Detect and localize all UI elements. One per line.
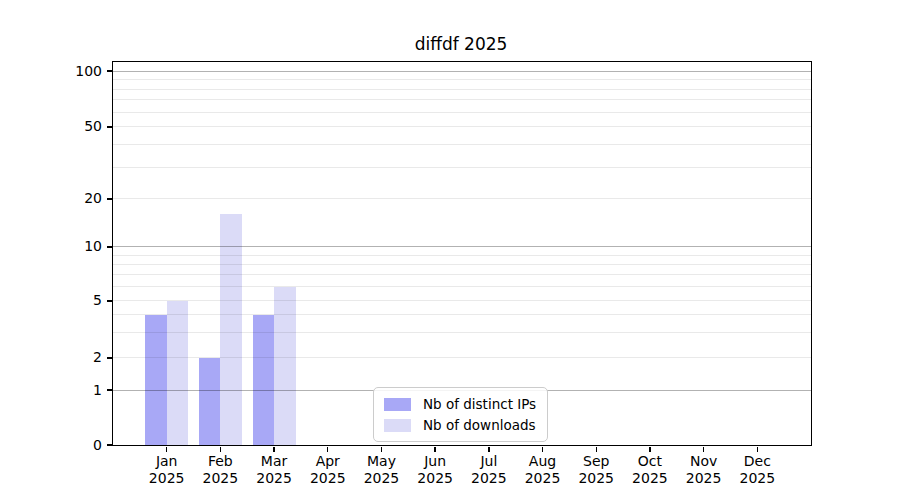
x-tick-jan xyxy=(166,447,167,452)
x-tick-jun xyxy=(434,447,435,452)
x-tick-may xyxy=(381,447,382,452)
legend-swatch-distinct-ips xyxy=(384,398,411,411)
y-tick-20 xyxy=(107,198,112,199)
x-tick-label-aug: Aug 2025 xyxy=(515,453,571,487)
y-tick-5 xyxy=(107,300,112,301)
x-tick-label-apr: Apr 2025 xyxy=(300,453,356,487)
x-tick-oct xyxy=(649,447,650,452)
x-tick-mar xyxy=(273,447,274,452)
y-tick-2 xyxy=(107,357,112,358)
x-tick-label-jun: Jun 2025 xyxy=(407,453,463,487)
x-tick-feb xyxy=(220,447,221,452)
x-tick-apr xyxy=(327,447,328,452)
x-tick-label-sep: Sep 2025 xyxy=(568,453,624,487)
y-tick-0 xyxy=(107,444,112,445)
y-tick-label-5: 5 xyxy=(44,292,102,309)
legend-entry-distinct-ips: Nb of distinct IPs xyxy=(384,396,536,412)
x-tick-sep xyxy=(596,447,597,452)
y-tick-label-2: 2 xyxy=(44,349,102,366)
y-tick-label-50: 50 xyxy=(44,118,102,135)
x-tick-label-jul: Jul 2025 xyxy=(461,453,517,487)
x-tick-label-dec: Dec 2025 xyxy=(729,453,785,487)
x-tick-label-may: May 2025 xyxy=(353,453,409,487)
legend-swatch-downloads xyxy=(384,419,411,432)
y-tick-label-0: 0 xyxy=(44,437,102,454)
x-tick-dec xyxy=(757,447,758,452)
x-tick-jul xyxy=(488,447,489,452)
legend: Nb of distinct IPs Nb of downloads xyxy=(373,387,548,442)
chart-title: diffdf 2025 xyxy=(112,34,810,54)
x-tick-label-oct: Oct 2025 xyxy=(622,453,678,487)
x-tick-label-feb: Feb 2025 xyxy=(192,453,248,487)
plot-area: 0125102050100Jan 2025Feb 2025Mar 2025Apr… xyxy=(112,61,812,446)
y-tick-label-20: 20 xyxy=(44,190,102,207)
y-tick-50 xyxy=(107,126,112,127)
y-tick-label-10: 10 xyxy=(44,238,102,255)
y-tick-1 xyxy=(107,389,112,390)
y-tick-label-1: 1 xyxy=(44,382,102,399)
y-tick-10 xyxy=(107,246,112,247)
legend-label-distinct-ips: Nb of distinct IPs xyxy=(423,396,536,412)
x-tick-label-nov: Nov 2025 xyxy=(676,453,732,487)
x-tick-aug xyxy=(542,447,543,452)
legend-label-downloads: Nb of downloads xyxy=(423,417,536,433)
x-tick-label-jan: Jan 2025 xyxy=(139,453,195,487)
figure: diffdf 2025 0125102050100Jan 2025Feb 202… xyxy=(0,0,900,500)
legend-entry-downloads: Nb of downloads xyxy=(384,417,536,433)
y-tick-label-100: 100 xyxy=(44,63,102,80)
x-tick-nov xyxy=(703,447,704,452)
y-tick-100 xyxy=(107,70,112,71)
x-tick-label-mar: Mar 2025 xyxy=(246,453,302,487)
